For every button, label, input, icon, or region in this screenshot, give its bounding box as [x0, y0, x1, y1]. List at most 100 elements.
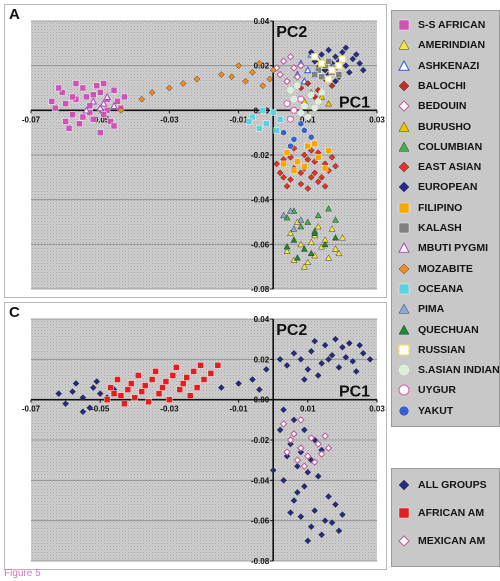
panel-a-point-kalash	[314, 66, 322, 74]
panel-a-point-european	[342, 44, 350, 52]
panel-c-legend-marker-all-groups	[398, 479, 410, 491]
panel-a-point-filipino	[290, 167, 298, 174]
panel-a-point-mozabite	[256, 60, 263, 67]
panel-a-point-s-s-african	[65, 124, 73, 132]
panel-a-point-filipino	[283, 149, 291, 156]
panel-c-point-african-am	[145, 398, 152, 405]
panel-a-point-s-s-african	[100, 111, 107, 119]
panel-a-legend-marker-mbuti-pygmi	[398, 242, 410, 254]
panel-a-legend-label-s-s-african: S-S AFRICAN	[418, 19, 486, 31]
panel-a-legend-label-filipino: FILIPINO	[418, 201, 463, 214]
panel-a-point-east-asian	[297, 169, 305, 177]
panel-a-point-mozabite	[235, 62, 242, 69]
panel-a-point-s-s-african	[69, 93, 76, 101]
panel-a-point-russian	[311, 53, 319, 61]
panel-c-x-tick-label: -0.05	[91, 405, 110, 414]
panel-c-point-mexican-am	[297, 416, 305, 424]
panel-c-point-mexican-am	[307, 434, 316, 442]
panel-a-scatter-plot: -0.07-0.05-0.03-0.010.010.030.040.020.00…	[9, 6, 385, 294]
panel-a-legend-item-filipino: FILIPINO	[398, 200, 462, 216]
panel-c-point-all-groups	[311, 337, 319, 345]
panel-c-point-all-groups	[346, 339, 353, 347]
panel-c-point-all-groups	[269, 466, 277, 474]
panel-a-legend-marker-russian	[398, 344, 410, 356]
panel-a-point-s-s-african	[114, 98, 121, 105]
panel-c-point-african-am	[141, 382, 149, 389]
panel-c-y-tick-label: 0.04	[254, 315, 270, 324]
panel-a-point-european	[332, 78, 339, 85]
panel-a-point-east-asian	[287, 176, 294, 183]
panel-c-point-african-am	[131, 394, 139, 401]
panel-a-point-amerindian	[339, 234, 346, 241]
panel-c-point-mexican-am	[317, 450, 326, 458]
panel-c-point-african-am	[173, 364, 180, 371]
panel-a-point-s-s-african	[62, 118, 69, 125]
panel-a-point-amerindian	[287, 229, 294, 236]
panel-a-point-european	[325, 46, 332, 54]
panel-a-point-columbian	[314, 211, 322, 219]
panel-a-point-oceana	[263, 120, 270, 127]
panel-c-plot-frame: -0.07 -0.05 -0.03 -0.01 0.01 0.03 0.04 0.02 0.00…	[4, 302, 387, 570]
panel-a-legend-symbol-oceana	[398, 283, 410, 295]
panel-c-legend-marker-african-am	[398, 507, 410, 519]
panel-a-point-east-asian	[276, 169, 284, 177]
panel-a-point-filipino	[304, 142, 311, 150]
panel-a-point-bedouin	[293, 73, 302, 81]
panel-c-point-all-groups	[342, 354, 350, 361]
panel-c-point-all-groups	[332, 501, 339, 508]
panel-c-point-all-groups	[235, 380, 242, 387]
panel-a-point-pima	[287, 207, 294, 214]
panel-c-point-african-am	[138, 388, 145, 395]
panel-a-point-s-asian-indian	[287, 87, 294, 94]
panel-a-point-mozabite	[269, 66, 277, 74]
panel-a-legend-item-burusho: BURUSHO	[398, 119, 471, 135]
panel-a-legend-symbol-filipino	[398, 202, 410, 213]
panel-a-legend-marker-yakut	[398, 405, 410, 416]
panel-a-point-amerindian	[325, 254, 332, 261]
panel-a-legend-symbol-european	[398, 182, 410, 193]
panel-c-legend-symbol-mexican-am	[398, 535, 410, 547]
panel-a-point-amerindian	[301, 263, 308, 270]
panel-a-point-east-asian	[273, 160, 280, 168]
panel-c-point-all-groups	[359, 350, 367, 357]
panel-a-point-pima	[297, 216, 305, 223]
panel-a-x-tick-label: 0.03	[369, 115, 385, 124]
panel-c-point-all-groups	[79, 408, 87, 416]
panel-a-point-columbian	[332, 216, 339, 223]
panel-c-x-tick-label: 0.01	[300, 405, 316, 414]
panel-c-point-mexican-am	[297, 444, 305, 452]
panel-a-point-russian	[325, 75, 333, 83]
panel-a-point-s-s-african	[96, 89, 104, 96]
panel-a-point-s-asian-indian	[294, 82, 301, 89]
panel-c-point-all-groups	[332, 335, 339, 343]
panel-c-point-mexican-am	[286, 436, 295, 444]
panel-a-legend-label-mozabite: MOZABITE	[418, 262, 473, 275]
panel-c-point-all-groups	[304, 366, 312, 373]
panel-a-point-bedouin	[279, 57, 288, 65]
panel-a-point-s-s-african	[52, 104, 59, 112]
panel-a-legend-marker-s-s-african	[398, 19, 410, 31]
panel-a-legend-symbol-quechuan	[398, 324, 410, 334]
panel-a-legend-symbol-uygur	[398, 384, 410, 396]
panel-a-legend-marker-s-asian-indian	[398, 364, 410, 376]
panel-a-legend-marker-european	[398, 182, 410, 193]
panel-c-point-african-am	[103, 396, 111, 403]
panel-c-legend-label-african-am: AFRICAN AM	[418, 507, 485, 519]
panel-a-point-bedouin	[297, 61, 305, 70]
panel-c-point-mexican-am	[310, 458, 319, 466]
panel-c-scatter-plot: -0.07 -0.05 -0.03 -0.01 0.01 0.03 0.04 0.02 0.00…	[9, 304, 385, 566]
panel-c-point-all-groups	[301, 483, 308, 490]
panel-a-point-s-asian-indian	[301, 102, 308, 110]
panel-a-point-oceana	[273, 127, 280, 134]
panel-a-point-mozabite	[138, 95, 146, 103]
panel-a-point-s-s-african	[69, 111, 76, 119]
panel-a-legend-symbol-ashkenazi	[398, 59, 410, 71]
panel-a-x-tick-label: -0.07	[22, 115, 41, 124]
panel-a-point-filipino	[301, 162, 308, 170]
panel-c-point-african-am	[107, 384, 114, 391]
panel-a-legend-symbol-balochi	[398, 80, 410, 92]
panel-a-point-filipino	[280, 160, 287, 168]
panel-a-point-s-s-african	[100, 80, 107, 87]
panel-c-point-african-am	[197, 362, 204, 369]
panel-a-point-european	[356, 60, 363, 67]
